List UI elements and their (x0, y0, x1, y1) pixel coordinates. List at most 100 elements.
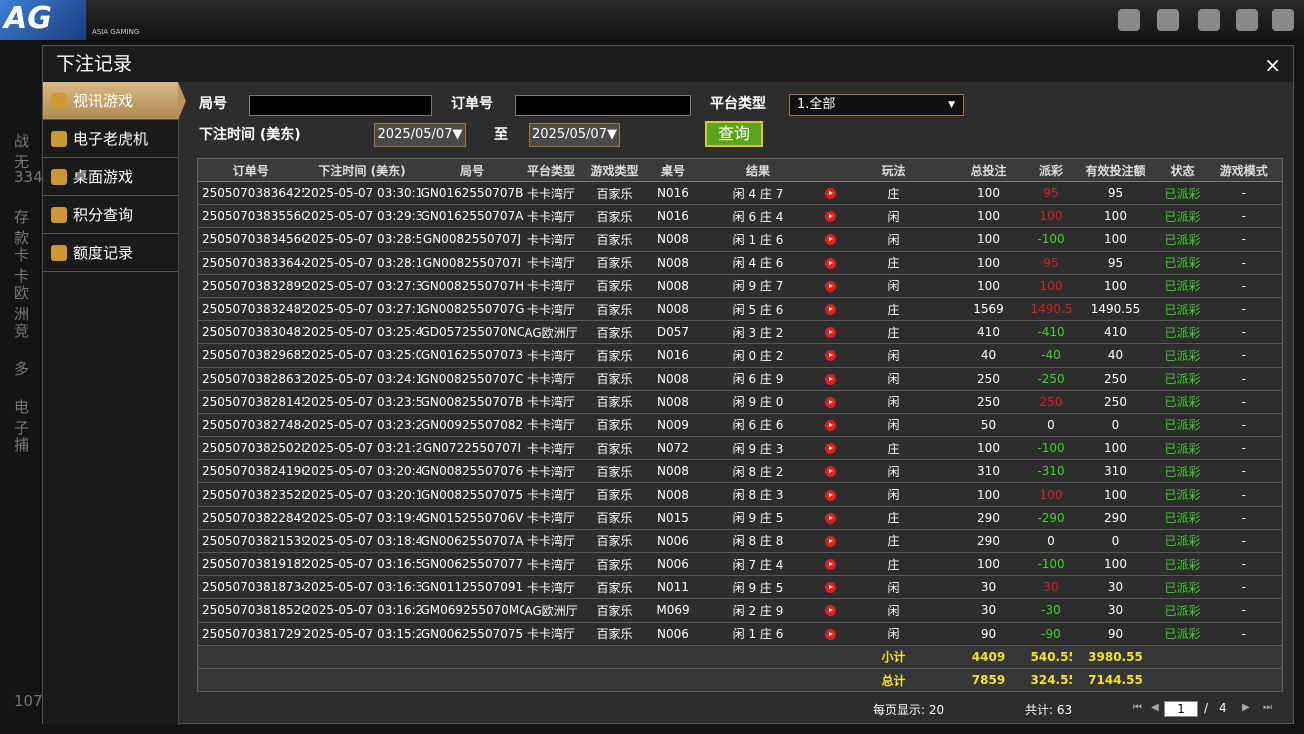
replay-button[interactable] (825, 304, 836, 316)
cell: - (1205, 575, 1283, 600)
replay-button[interactable] (825, 234, 836, 246)
column-header: 下注时间 (美东) (303, 158, 421, 182)
next-page[interactable]: ▶ (1242, 702, 1250, 713)
cell: 100 (1030, 204, 1072, 229)
menu-item[interactable]: 电子老虎机 (43, 120, 178, 158)
cell: -310 (1030, 459, 1072, 484)
replay-button[interactable] (825, 327, 836, 339)
cell: 2025-05-07 03:29:35 (303, 204, 421, 229)
cell: 闲 (840, 598, 947, 623)
replay-button[interactable] (825, 257, 836, 269)
replay-button[interactable] (825, 535, 836, 547)
page-input[interactable]: 1 (1164, 701, 1198, 717)
cell: 卡卡湾厅 (523, 436, 579, 461)
cell: 卡卡湾厅 (523, 506, 579, 530)
cell: GN0082550707B (420, 390, 524, 414)
to-label: 至 (494, 127, 508, 143)
cell: 310 (946, 459, 1031, 484)
replay-button[interactable] (825, 188, 836, 200)
replay-cell (820, 297, 841, 322)
replay-button[interactable] (825, 350, 836, 362)
cell: -290 (1030, 506, 1072, 530)
cell: 410 (1071, 320, 1160, 345)
prev-page[interactable]: ◀ (1151, 702, 1159, 713)
cell: 100 (1071, 204, 1160, 229)
replay-cell (820, 204, 841, 229)
platform-select[interactable]: 1.全部 ▼ (789, 94, 964, 116)
round-input[interactable] (249, 95, 432, 116)
cell: -410 (1030, 320, 1072, 345)
first-page[interactable]: ⏮ (1133, 702, 1142, 713)
replay-cell (820, 459, 841, 484)
replay-cell (820, 529, 841, 554)
column-header: 结果 (695, 158, 821, 182)
cell: 闲 (840, 413, 947, 438)
replay-button[interactable] (825, 582, 836, 594)
cell: 2025-05-07 03:16:21 (303, 598, 421, 623)
music-icon[interactable] (1198, 9, 1220, 31)
replay-button[interactable] (825, 211, 836, 223)
cell: 250507038274841 (197, 413, 304, 438)
cell: 290 (946, 506, 1031, 530)
summary-label: 总计 (840, 668, 947, 693)
menu-item[interactable]: 桌面游戏 (43, 158, 178, 196)
replay-button[interactable] (825, 443, 836, 455)
cell: 百家乐 (578, 622, 651, 646)
cell: 2025-05-07 03:15:23 (303, 622, 421, 646)
close-button[interactable]: × (1264, 53, 1281, 77)
cell: 250507038215392 (197, 529, 304, 554)
cell: 百家乐 (578, 367, 651, 391)
cell: N016 (650, 181, 696, 206)
platform-value: 1.全部 (797, 97, 836, 112)
summary-value: 540.55 (1030, 645, 1072, 669)
settings-icon[interactable] (1236, 9, 1258, 31)
lobby-text: 卡卡 (14, 246, 30, 285)
replay-cell (820, 506, 841, 530)
date-to[interactable]: 2025/05/07▼ (529, 123, 620, 147)
cell: 已派彩 (1159, 552, 1206, 577)
cell: GD057255070NC (420, 320, 524, 345)
cell: AG欧洲厅 (523, 598, 579, 623)
replay-button[interactable] (825, 396, 836, 408)
message-icon[interactable] (1272, 9, 1294, 31)
menu-item[interactable]: 积分查询 (43, 196, 178, 234)
query-button[interactable]: 查询 (705, 121, 763, 147)
vip-icon[interactable] (1118, 9, 1140, 31)
cell: 100 (946, 436, 1031, 461)
replay-button[interactable] (825, 419, 836, 431)
cell: 95 (1030, 251, 1072, 275)
replay-button[interactable] (825, 512, 836, 524)
menu-item[interactable]: 视讯游戏 (43, 82, 186, 120)
cell: 百家乐 (578, 227, 651, 252)
cell: 2025-05-07 03:27:37 (303, 274, 421, 298)
time-label: 下注时间 (美东) (199, 127, 301, 143)
replay-button[interactable] (825, 559, 836, 571)
cell: 100 (946, 204, 1031, 229)
cell: 闲 (840, 622, 947, 646)
menu-item[interactable]: 额度记录 (43, 234, 178, 272)
cell: - (1205, 390, 1283, 414)
cell: - (1205, 506, 1283, 530)
replay-button[interactable] (825, 628, 836, 640)
cell: 卡卡湾厅 (523, 459, 579, 484)
last-page[interactable]: ⏭ (1263, 702, 1272, 713)
cell: 2025-05-07 03:16:34 (303, 575, 421, 600)
cell: 已派彩 (1159, 320, 1206, 345)
replay-button[interactable] (825, 466, 836, 478)
cell: 250507038328995 (197, 274, 304, 298)
replay-button[interactable] (825, 489, 836, 501)
replay-button[interactable] (825, 605, 836, 617)
cell: 2025-05-07 03:25:46 (303, 320, 421, 345)
cell: 2025-05-07 03:23:56 (303, 390, 421, 414)
order-input[interactable] (515, 95, 691, 116)
cell: - (1205, 251, 1283, 275)
column-header: 局号 (420, 158, 524, 182)
chat-icon[interactable] (1157, 9, 1179, 31)
cell: - (1205, 320, 1283, 345)
date-from[interactable]: 2025/05/07▼ (374, 123, 466, 147)
cell: 闲 2 庄 9 (695, 598, 821, 623)
replay-button[interactable] (825, 373, 836, 385)
replay-button[interactable] (825, 280, 836, 292)
date-from-value: 2025/05/07 (377, 127, 453, 142)
